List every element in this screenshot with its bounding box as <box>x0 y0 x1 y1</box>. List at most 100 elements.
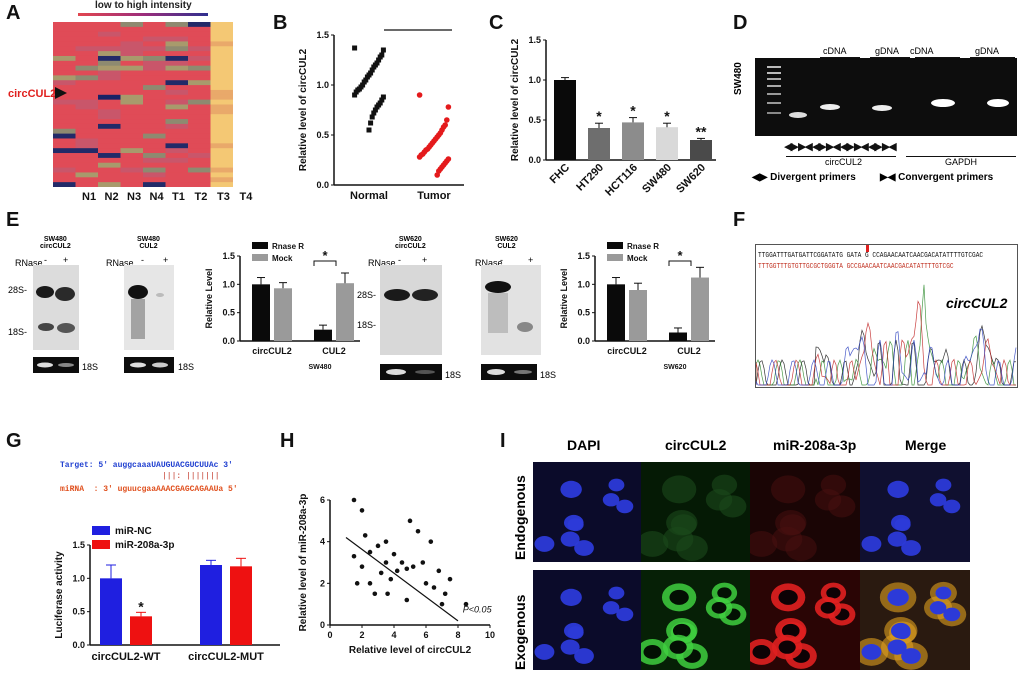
heatmap-cell <box>75 70 99 76</box>
nucleus <box>563 514 584 531</box>
blot-4-minus: - <box>500 255 503 265</box>
y-axis-label: Relative level of circCUL2 <box>298 48 309 171</box>
heatmap-cell <box>120 99 144 105</box>
heatmap-cell <box>210 94 234 101</box>
legend-label: miR-208a-3p <box>115 540 174 551</box>
heatmap-cell <box>165 109 189 115</box>
nucleus-void <box>752 644 771 659</box>
data-point <box>463 601 469 607</box>
data-point <box>354 581 360 586</box>
nucleus <box>534 536 555 552</box>
heatmap-cell <box>120 31 144 38</box>
heatmap-cell <box>143 167 166 173</box>
bar <box>130 616 152 645</box>
microscopy-tile <box>533 570 643 670</box>
heatmap-cell <box>98 41 121 47</box>
heatmap-cell <box>165 65 189 72</box>
bar <box>230 566 252 645</box>
chart-h: 0 2 4 6 0 2 4 6 8 10 P<0.05 Relative level of circC… <box>285 460 500 675</box>
chromatogram-trace <box>756 284 1016 386</box>
x-category-label: FHC <box>548 162 573 187</box>
microscopy-column-label: Merge <box>905 437 947 453</box>
blot-1-minus: - <box>44 255 47 265</box>
x-tick-label: 6 <box>423 630 428 640</box>
heatmap-cell <box>165 31 189 38</box>
data-point <box>416 154 423 160</box>
nucleus-void <box>717 587 732 599</box>
heatmap-cell <box>120 46 144 52</box>
chromatogram: TTGGATTTGATGATTCGGATATG GATA G CCAGAACAA… <box>755 244 1018 388</box>
y-axis-label: Luciferase activity <box>54 551 65 639</box>
bar <box>669 332 687 341</box>
heatmap-cell <box>165 133 189 139</box>
y-tick-label: 2 <box>320 578 325 588</box>
bar <box>554 80 576 160</box>
heatmap-col-label: T1 <box>172 191 185 203</box>
legend-convergent: ▶◀ Convergent primers <box>880 172 994 183</box>
bar <box>622 122 644 160</box>
data-point <box>404 566 410 572</box>
heatmap-cell <box>120 148 144 154</box>
nucleus <box>929 493 947 507</box>
x-axis-label: Relative level of circCUL2 <box>349 645 472 656</box>
nucleus <box>861 644 882 660</box>
data-point <box>434 172 440 178</box>
blot-3-image <box>380 265 442 355</box>
heatmap-cell <box>188 31 211 38</box>
heatmap-cell <box>75 36 99 42</box>
heatmap-cell <box>120 167 144 173</box>
data-point <box>368 120 374 126</box>
data-point <box>369 67 375 73</box>
x-tick-label: 8 <box>455 630 460 640</box>
cytoplasm-signal <box>661 475 697 504</box>
heatmap-col-label: T2 <box>194 191 208 203</box>
data-point <box>445 104 452 110</box>
heatmap-cell <box>210 60 234 67</box>
gel-header-2: gDNA <box>875 46 900 56</box>
heatmap-cell <box>120 26 144 33</box>
heatmap-cell <box>75 128 99 135</box>
nucleus <box>616 499 634 514</box>
heatmap-cell <box>165 85 189 91</box>
panel-label-f: F <box>733 209 746 231</box>
nucleus <box>943 607 961 622</box>
heatmap-cell <box>210 99 234 105</box>
heatmap-cell <box>165 46 189 52</box>
data-point <box>361 79 367 85</box>
y-tick-label: 0.0 <box>72 640 85 650</box>
y-tick-label: 0.5 <box>222 308 235 318</box>
legend-divergent-text: Divergent primers <box>770 172 856 183</box>
bar <box>100 578 122 645</box>
significance-star: * <box>596 108 602 124</box>
gel-header-4: gDNA <box>975 46 1000 56</box>
heatmap-cell <box>210 148 234 154</box>
blot-1-18s: 18S- <box>8 327 28 337</box>
heatmap-cell <box>53 55 76 62</box>
heatmap-cell <box>165 172 189 178</box>
bar <box>274 288 292 341</box>
blot-2-band-label: 18S <box>178 362 195 372</box>
heatmap-cell <box>75 80 99 86</box>
chart-e-sw620: 0.0 0.5 1.0 1.5 Relative Level circCUL2 CUL2 SW… <box>555 236 725 386</box>
heatmap-cell <box>165 94 189 101</box>
heatmap-cell <box>165 128 189 135</box>
heatmap-cell <box>98 157 121 164</box>
cytoplasm-signal <box>814 489 842 511</box>
heatmap-cell <box>120 114 144 120</box>
heatmap-cell <box>75 157 99 164</box>
heatmap-columns: N1 N2 N3 N4 T1 T2 T3 T4 <box>82 191 262 205</box>
heatmap-cell <box>188 36 211 42</box>
y-tick-label: 0.5 <box>577 308 590 318</box>
heatmap-cell <box>143 133 166 139</box>
heatmap-cell <box>143 157 166 164</box>
data-point <box>383 539 389 544</box>
blot-2-title: SW480 CUL2 <box>137 236 160 250</box>
heatmap-cell <box>53 104 76 110</box>
heatmap-cell <box>210 22 234 28</box>
blot-1-title: SW480 circCUL2 <box>40 236 71 250</box>
significance-star: ** <box>696 123 707 139</box>
cytoplasm-signal <box>641 531 669 557</box>
heatmap-col-label: N1 <box>82 191 97 203</box>
heatmap-cell <box>53 41 76 47</box>
x-tick-label: 4 <box>391 630 396 640</box>
